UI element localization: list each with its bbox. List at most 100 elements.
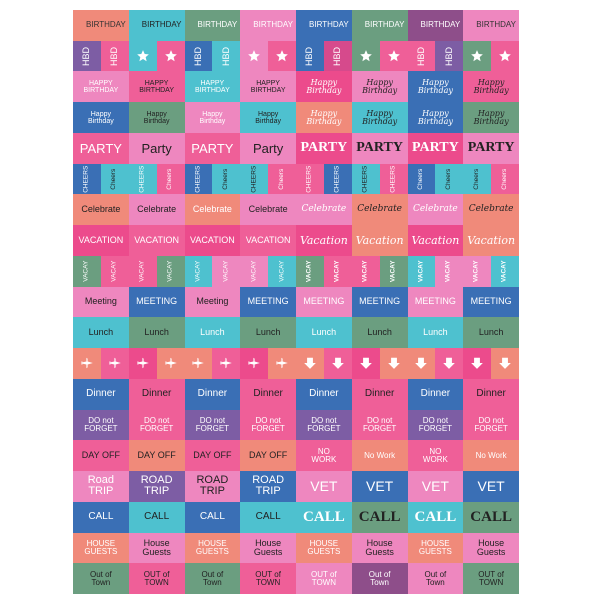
sticker: VACAY VACAY [128, 255, 185, 287]
sticker: MEETING [351, 286, 408, 318]
sticker-half: HBD [407, 40, 436, 72]
sticker: PARTY [73, 132, 129, 164]
sticker-label: CHEERS [361, 165, 369, 193]
sticker: MEETING [407, 286, 464, 318]
sticker: MEETING [296, 286, 352, 318]
sticker-half [379, 40, 408, 72]
sticker: OUT of TOWN [296, 563, 352, 594]
sticker: Lunch [240, 317, 296, 349]
sticker: BIRTHDAY [184, 10, 241, 41]
sticker-label: VACAY [333, 260, 341, 283]
sticker-label: Party [141, 140, 172, 156]
sticker [73, 348, 129, 379]
sticker: VACATION [73, 225, 129, 256]
sticker-label: CALL [255, 511, 281, 523]
sticker-label: CHEERS [82, 165, 90, 193]
sticker-label: Dinner [309, 388, 339, 400]
sticker: Happy Birthday [240, 102, 296, 133]
sticker-label: Celebrate [81, 204, 121, 215]
sticker: VET [296, 471, 352, 502]
sticker-label: Vacation [411, 234, 460, 248]
sticker-half [268, 40, 296, 72]
sticker-label: Dinner [364, 388, 395, 400]
sticker-label: HBD [415, 46, 426, 66]
sticker: HOUSE GUESTS [73, 532, 129, 564]
sticker-label: Lunch [255, 327, 281, 338]
sticker-label: VACAY [166, 260, 174, 282]
sticker-label: MEETING [303, 296, 345, 307]
sticker-label: Happy Birthday [362, 77, 398, 95]
sticker: DO not FORGET [240, 409, 296, 441]
sticker [128, 40, 185, 72]
sticker-label: House Guests [365, 537, 394, 557]
sticker: Lunch [351, 317, 408, 349]
plane-icon [108, 356, 122, 370]
sticker-label: Happy Birthday [306, 108, 342, 126]
sticker-label: Lunch [200, 327, 225, 338]
sticker-label: DAY OFF [137, 450, 176, 461]
sticker-label: Out of Town [201, 569, 224, 587]
sticker-label: CHEERS [333, 165, 341, 193]
sticker: Celebrate [296, 194, 352, 226]
sticker: VACAY VACAY [73, 255, 129, 287]
sticker [240, 348, 296, 379]
sticker-label: Cheers [445, 168, 453, 190]
sticker-label: HOUSE GUESTS [307, 538, 341, 556]
arrow-icon [414, 356, 428, 370]
sticker: Happy Birthday [463, 102, 519, 133]
sticker-label: Happy Birthday [306, 77, 342, 95]
sticker-label: DAY OFF [193, 450, 232, 461]
sticker-label: Out of Town [89, 569, 112, 587]
sticker: BIRTHDAY [351, 10, 408, 41]
sticker: Meeting [73, 286, 129, 318]
sticker-label: VACATION [190, 235, 235, 246]
sticker-half: VACAY [323, 255, 352, 287]
sticker: Celebrate [351, 194, 408, 226]
sticker: VACAY VACAY [463, 255, 519, 287]
sticker: House Guests [240, 532, 296, 564]
sticker: HAPPY BIRTHDAY [184, 71, 241, 103]
sticker [240, 40, 296, 72]
sticker: ROAD TRIP [240, 471, 296, 502]
sticker: Dinner [73, 378, 129, 410]
sticker-label: VACAY [389, 260, 397, 283]
sticker: Party [128, 132, 185, 164]
sticker: Dinner [351, 378, 408, 410]
sticker: Happy Birthday [128, 102, 185, 133]
sticker-label: House Guests [142, 537, 171, 557]
sticker-label: Out of Town [368, 569, 391, 587]
sticker-label: VACAY [82, 260, 90, 282]
sticker: CHEERS CHEERS [296, 163, 352, 195]
sticker: DO not FORGET [351, 409, 408, 441]
sticker-label: HAPPY BIRTHDAY [195, 79, 230, 94]
sticker: Vacation [463, 225, 519, 256]
sticker: CHEERS Cheers [73, 163, 129, 195]
sticker: PARTY [296, 132, 352, 164]
sticker: Party [240, 132, 296, 164]
sticker [351, 40, 408, 72]
sticker: Happy Birthday [296, 71, 352, 103]
sticker: Dinner [407, 378, 464, 410]
sticker-label: Vacation [467, 234, 516, 248]
sticker-label: DO not FORGET [474, 415, 508, 433]
sticker-label: Celebrate [248, 204, 288, 215]
sticker-half: Cheers [212, 163, 241, 195]
sticker-half [268, 348, 296, 379]
star-icon [387, 49, 401, 63]
sticker: HBD HBD [407, 40, 464, 72]
sticker-label: Cheers [222, 168, 230, 190]
sticker: BIRTHDAY [240, 10, 296, 41]
sticker [463, 40, 519, 72]
arrow-icon [442, 356, 456, 370]
sticker-label: Cheers [166, 168, 174, 190]
sticker-label: Lunch [367, 327, 392, 338]
sticker: Vacation [407, 225, 464, 256]
sticker-label: VACAY [305, 260, 313, 283]
sticker: NO WORK [296, 440, 352, 472]
plane-icon [219, 356, 233, 370]
sticker-label: HBD [443, 46, 454, 66]
sticker-label: VACAY [472, 260, 480, 283]
sticker: PARTY [407, 132, 464, 164]
sticker: Out of Town [184, 563, 241, 594]
sticker-label: HAPPY BIRTHDAY [83, 79, 119, 94]
